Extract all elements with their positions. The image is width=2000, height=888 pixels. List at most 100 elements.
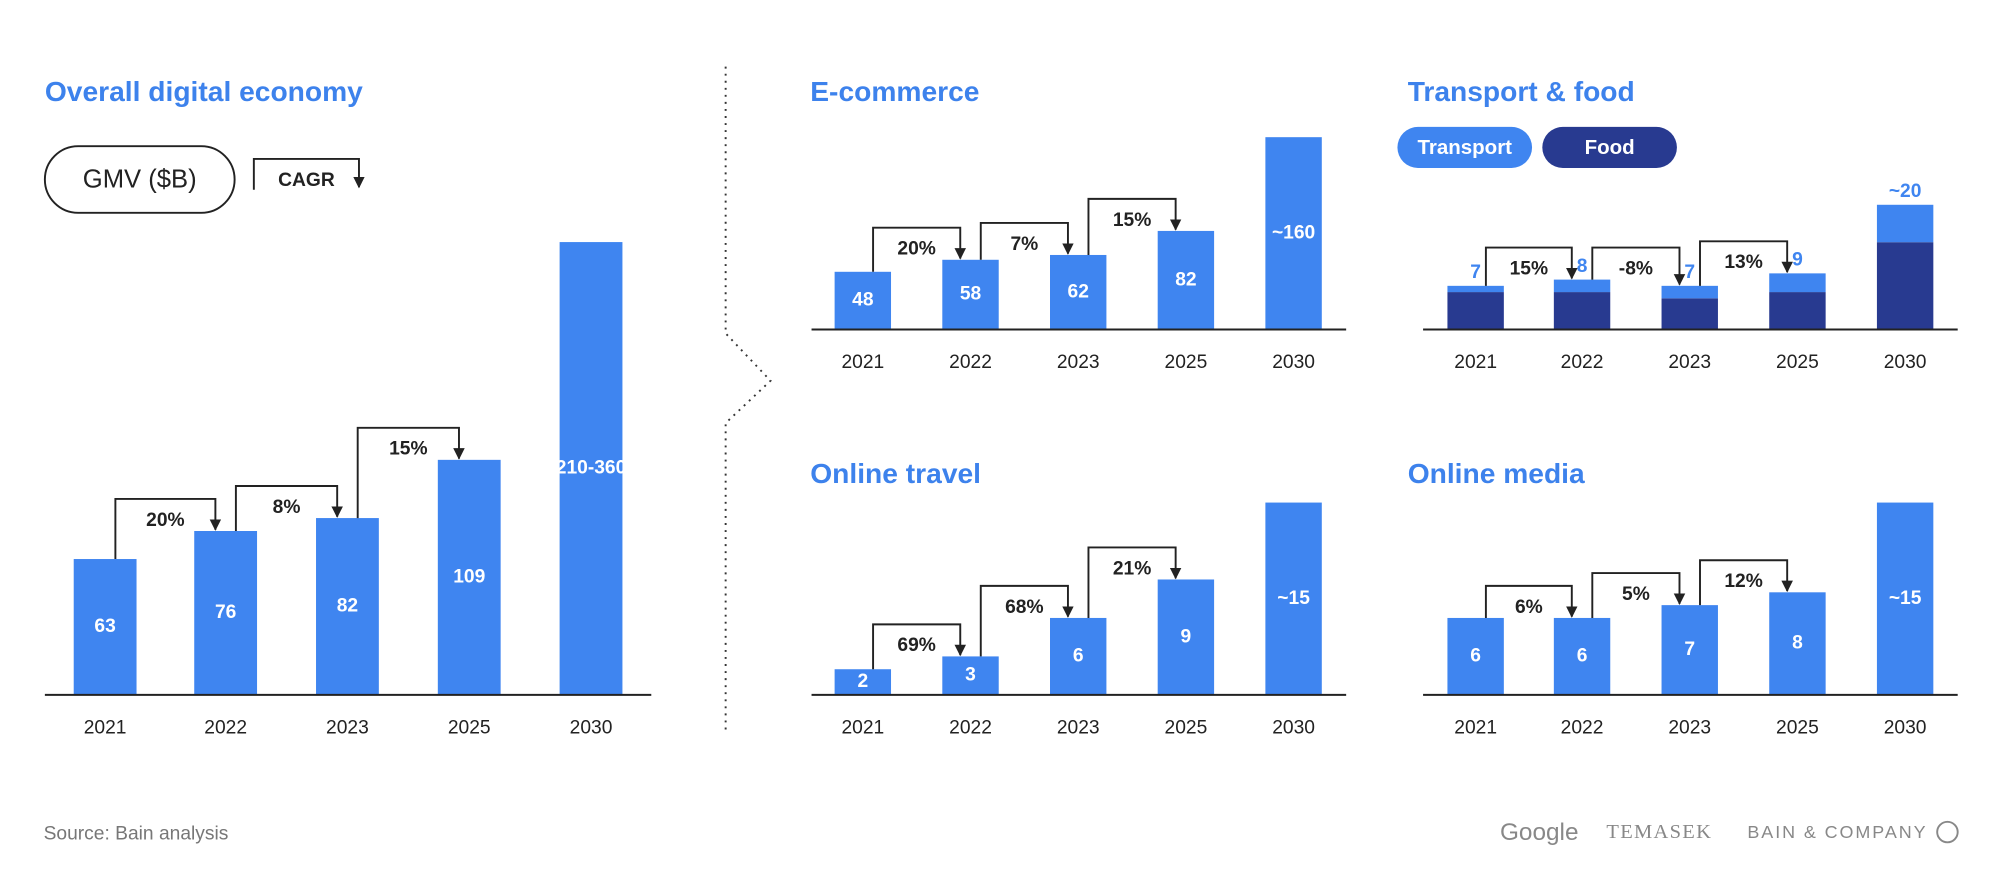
- cagr-label: 15%: [1113, 210, 1151, 231]
- cagr-label: 69%: [897, 635, 935, 656]
- cagr-arrow: [1087, 197, 1182, 255]
- bar-segment: [1661, 285, 1718, 299]
- chart-title: E-commerce: [810, 75, 979, 107]
- bar-label: 58: [960, 284, 982, 305]
- cagr-arrow: [114, 497, 222, 560]
- x-tick-label: 2030: [1884, 352, 1927, 373]
- bar: [316, 518, 379, 695]
- x-tick-label: 2025: [448, 717, 491, 738]
- bar: [942, 656, 999, 695]
- cagr-arrow: [1484, 584, 1578, 618]
- bar-label: 62: [1068, 281, 1089, 302]
- unit-pill: [43, 145, 236, 214]
- bar-label: 6: [1073, 645, 1084, 666]
- cagr-label: 21%: [1113, 558, 1151, 579]
- bar-label: ~15: [1889, 588, 1922, 609]
- cagr-arrow: [979, 221, 1074, 260]
- cagr-label: 13%: [1724, 252, 1762, 273]
- bar: [1447, 617, 1504, 695]
- bar: [1265, 502, 1322, 695]
- cagr-label: 15%: [1510, 258, 1548, 279]
- bar: [73, 559, 137, 695]
- unit-label: GMV ($B): [83, 166, 197, 194]
- x-tick-label: 2023: [1668, 717, 1711, 738]
- cagr-label: -8%: [1619, 258, 1653, 279]
- x-tick-label: 2021: [1454, 717, 1497, 738]
- x-tick-label: 2022: [949, 352, 992, 373]
- x-tick-label: 2030: [1272, 717, 1315, 738]
- cagr-label: 15%: [389, 439, 427, 460]
- bar-label: 82: [1175, 269, 1196, 290]
- cagr-arrow: [872, 623, 967, 670]
- cagr-label: 12%: [1724, 571, 1762, 592]
- bar-label: 6: [1577, 645, 1588, 666]
- cagr-arrow: [356, 426, 465, 519]
- bar: [1553, 617, 1611, 695]
- total-label: 7: [1470, 262, 1481, 283]
- x-tick-label: 2023: [1057, 717, 1100, 738]
- bar-segment: [1553, 292, 1611, 330]
- legend-label: Transport: [1417, 136, 1512, 159]
- cagr-arrow: [1591, 572, 1686, 618]
- bar: [1661, 605, 1718, 695]
- total-label: ~20: [1889, 181, 1922, 202]
- bar: [1157, 230, 1215, 330]
- bar-label: 63: [94, 616, 115, 637]
- bar: [942, 259, 999, 330]
- source: Source: Bain analysis: [44, 824, 229, 845]
- bar: [1265, 137, 1322, 330]
- x-tick-label: 2030: [570, 717, 613, 738]
- divider: [724, 66, 772, 734]
- cagr-arrow: [872, 226, 967, 272]
- x-tick-label: 2021: [841, 352, 884, 373]
- bar: [1050, 254, 1107, 330]
- chart-title: Transport & food: [1408, 75, 1635, 107]
- bar: [834, 669, 892, 695]
- bar-segment: [1769, 292, 1826, 330]
- bar: [1769, 592, 1826, 695]
- cagr-arrow: [1591, 246, 1686, 286]
- x-tick-label: 2025: [1165, 717, 1208, 738]
- logo: BAIN & COMPANY: [1747, 822, 1927, 842]
- cagr-label: 6%: [1515, 597, 1543, 618]
- x-tick-label: 2021: [84, 717, 127, 738]
- x-tick-label: 2025: [1165, 352, 1208, 373]
- bar-segment: [1447, 285, 1504, 293]
- cagr-arrow: [1699, 559, 1793, 606]
- cagr-arrow: [234, 485, 343, 532]
- x-tick-label: 2021: [841, 717, 884, 738]
- bar-label: 3: [965, 665, 976, 686]
- bar: [437, 459, 501, 695]
- bar: [559, 242, 623, 695]
- bar-label: 109: [453, 566, 485, 587]
- x-tick-label: 2030: [1884, 717, 1927, 738]
- bar: [1050, 617, 1107, 695]
- bar-label: 210-360: [556, 458, 627, 479]
- bar: [1157, 579, 1215, 695]
- bar-label: 6: [1470, 645, 1481, 666]
- cagr-label: 5%: [1622, 584, 1650, 605]
- x-tick-label: 2021: [1454, 352, 1497, 373]
- total-label: 7: [1684, 262, 1695, 283]
- bar-label: 82: [337, 596, 358, 617]
- x-tick-label: 2022: [1561, 717, 1604, 738]
- cagr-label: 7%: [1010, 234, 1038, 255]
- bar-segment: [1876, 242, 1934, 330]
- logo: TEMASEK: [1606, 821, 1712, 843]
- x-tick-label: 2025: [1776, 717, 1819, 738]
- x-tick-label: 2023: [1057, 352, 1100, 373]
- chart-title: Online media: [1408, 457, 1585, 489]
- cagr-arrow: [1699, 240, 1793, 286]
- bar: [834, 271, 892, 330]
- bar-segment: [1553, 279, 1611, 293]
- cagr-arrow: [1087, 546, 1182, 618]
- logo-icon: [1936, 820, 1959, 844]
- bar-label: 9: [1181, 626, 1192, 647]
- bar: [194, 531, 258, 695]
- cagr-arrow: [979, 584, 1074, 657]
- cagr-label: 20%: [897, 239, 935, 260]
- legend-label: Food: [1585, 136, 1635, 159]
- cagr-label: 8%: [273, 497, 301, 518]
- chart-title: Overall digital economy: [45, 75, 363, 107]
- cagr-label: 68%: [1005, 597, 1043, 618]
